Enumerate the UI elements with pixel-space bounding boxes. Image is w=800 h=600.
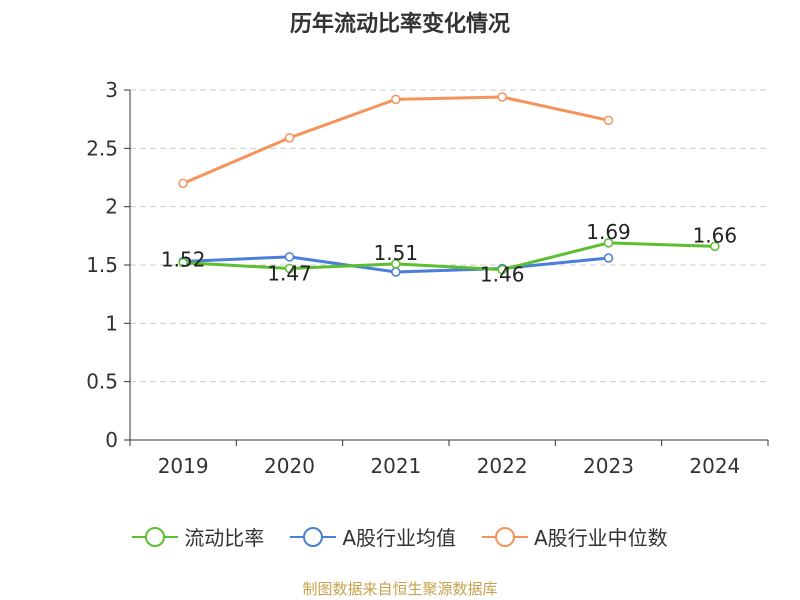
data-label: 1.52 bbox=[161, 248, 206, 272]
data-label: 1.46 bbox=[480, 263, 525, 287]
y-tick-label: 2 bbox=[105, 195, 118, 219]
data-point-0 bbox=[497, 264, 507, 275]
legend-label: 流动比率 bbox=[184, 526, 265, 550]
y-tick-label: 1 bbox=[105, 311, 118, 335]
data-label: 1.69 bbox=[586, 220, 631, 244]
data-label: 1.66 bbox=[693, 223, 738, 247]
data-point-0 bbox=[178, 257, 188, 268]
legend-label: A股行业中位数 bbox=[534, 526, 668, 550]
data-point-2 bbox=[178, 178, 188, 189]
y-tick-label: 3 bbox=[105, 78, 118, 102]
x-tick-label: 2021 bbox=[370, 454, 421, 478]
legend-item-current-ratio[interactable]: 流动比率 bbox=[132, 522, 264, 551]
data-point-2 bbox=[284, 133, 295, 143]
legend-item-industry-avg[interactable]: A股行业均值 bbox=[290, 522, 456, 551]
data-point-1 bbox=[284, 252, 295, 262]
x-tick-label: 2023 bbox=[583, 454, 634, 478]
data-point-0 bbox=[710, 241, 720, 252]
legend-marker-current-ratio bbox=[132, 526, 179, 547]
legend-marker-industry-median bbox=[482, 526, 528, 547]
data-point-0 bbox=[284, 263, 295, 274]
data-point-0 bbox=[391, 259, 401, 269]
legend-label: A股行业均值 bbox=[342, 526, 456, 550]
data-label: 1.51 bbox=[374, 241, 419, 265]
source-note: 制图数据来自恒生聚源数据库 bbox=[302, 580, 498, 598]
series-line-0 bbox=[183, 241, 715, 272]
data-point-0 bbox=[603, 238, 614, 248]
series-line-2 bbox=[182, 95, 609, 185]
data-label: 1.47 bbox=[267, 262, 312, 286]
data-point-1 bbox=[391, 267, 401, 277]
x-tick-label: 2022 bbox=[477, 454, 528, 478]
x-tick-label: 2024 bbox=[689, 454, 740, 478]
chart-title: 历年流动比率变化情况 bbox=[289, 12, 510, 37]
data-point-2 bbox=[497, 92, 507, 102]
legend-marker-industry-avg bbox=[290, 526, 337, 547]
x-tick-label: 2019 bbox=[158, 454, 209, 478]
data-point-2 bbox=[391, 94, 401, 105]
legend-item-industry-median[interactable]: A股行业中位数 bbox=[482, 522, 668, 551]
y-tick-label: 0.5 bbox=[86, 370, 118, 394]
y-tick-label: 2.5 bbox=[86, 136, 118, 160]
data-point-2 bbox=[603, 115, 614, 126]
y-tick-label: 0 bbox=[105, 428, 118, 452]
legend: 流动比率 A股行业均值 A股行业中位数 bbox=[0, 522, 800, 551]
y-tick-label: 1.5 bbox=[86, 253, 118, 277]
x-tick-label: 2020 bbox=[264, 454, 315, 478]
data-point-1 bbox=[603, 253, 614, 263]
